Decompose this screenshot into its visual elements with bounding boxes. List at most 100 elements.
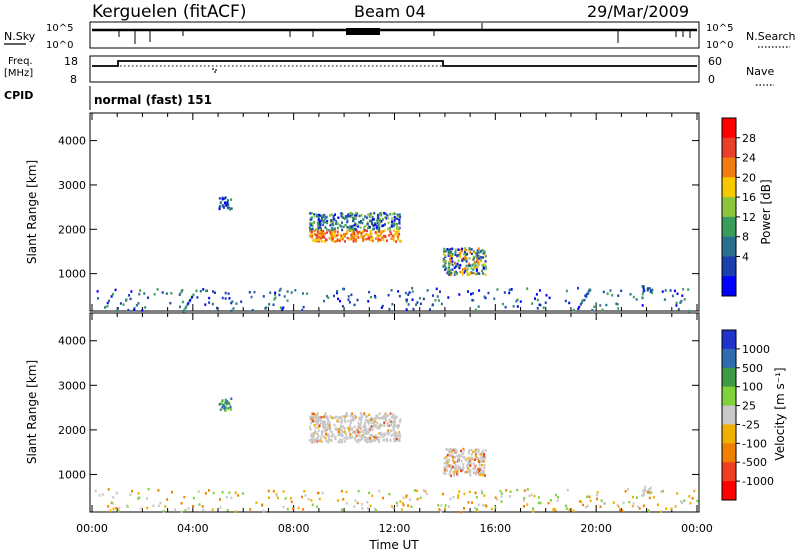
echo-cell <box>107 488 110 491</box>
echo-cell <box>444 254 447 257</box>
y-tick-label: 4000 <box>58 135 86 148</box>
echo-cell <box>475 464 478 467</box>
echo-cell <box>225 201 228 204</box>
echo-cell <box>454 270 457 274</box>
echo-cell <box>477 257 480 260</box>
echo-cell <box>455 450 458 453</box>
echo-cell <box>346 219 349 222</box>
colorbar-tick-label: 24 <box>742 152 756 165</box>
echo-cell <box>318 424 321 427</box>
echo-cell <box>282 306 285 309</box>
echo-cell <box>470 252 473 256</box>
echo-cell <box>262 295 265 298</box>
echo-cell <box>315 228 318 231</box>
colorbar-tick-label: 28 <box>742 132 756 145</box>
echo-cell <box>311 224 314 228</box>
echo-cell <box>316 416 319 420</box>
echo-cell <box>332 217 335 220</box>
echo-cell <box>227 199 230 202</box>
echo-cell <box>337 430 340 434</box>
echo-cell <box>192 496 195 500</box>
echo-cell <box>652 495 655 499</box>
echo-cell <box>221 399 224 402</box>
echo-cell <box>345 502 348 505</box>
echo-cell <box>340 419 343 422</box>
echo-cell <box>393 414 396 417</box>
echo-cell <box>478 289 481 292</box>
echo-cell <box>447 253 450 256</box>
freq-tick-bottom: 8 <box>70 73 77 86</box>
echo-cell <box>348 426 351 430</box>
echo-cell <box>578 305 581 309</box>
echo-cell <box>482 473 485 477</box>
echo-cell <box>461 247 464 251</box>
echo-cell <box>449 257 452 261</box>
echo-cell <box>322 215 325 218</box>
echo-cell <box>375 414 378 417</box>
echo-cell <box>385 239 388 242</box>
echo-cell <box>457 265 460 268</box>
echo-cell <box>380 211 383 215</box>
echo-cell <box>366 415 369 418</box>
echo-cell <box>390 237 393 240</box>
echo-cell <box>368 290 371 294</box>
echo-cell <box>391 237 394 240</box>
echo-cell <box>468 249 471 253</box>
echo-cell <box>354 432 357 435</box>
echo-cell <box>341 441 344 444</box>
echo-cell <box>130 290 133 293</box>
echo-cell <box>657 503 660 506</box>
echo-cell <box>301 308 304 312</box>
echo-cell <box>322 423 325 426</box>
echo-cell <box>140 507 143 510</box>
echo-cell <box>346 236 349 240</box>
echo-cell <box>98 494 101 497</box>
echo-cell <box>463 507 466 510</box>
echo-cell <box>659 510 662 514</box>
echo-cell <box>586 495 589 499</box>
echo-cell <box>331 228 334 231</box>
echo-cell <box>361 239 364 242</box>
echo-cell <box>419 302 422 306</box>
echo-cell <box>192 505 195 508</box>
echo-cell <box>448 264 451 268</box>
echo-cell <box>462 271 465 274</box>
echo-cell <box>629 293 632 296</box>
echo-cell <box>110 501 113 505</box>
echo-cell <box>647 491 650 494</box>
echo-cell <box>448 473 451 476</box>
echo-cell <box>399 500 402 503</box>
colorbar-swatch <box>722 386 736 407</box>
echo-cell <box>162 510 165 513</box>
echo-cell <box>334 436 337 439</box>
echo-cell <box>94 489 97 493</box>
echo-cell <box>221 204 224 207</box>
colorbar-swatch <box>722 443 736 463</box>
echo-cell <box>385 415 388 418</box>
echo-cell <box>346 214 349 217</box>
echo-cell <box>320 216 323 220</box>
echo-cell <box>310 417 313 421</box>
echo-cell <box>371 217 374 221</box>
echo-cell <box>487 291 490 295</box>
echo-cell <box>528 494 531 498</box>
echo-cell <box>351 231 354 235</box>
echo-cell <box>318 235 321 239</box>
echo-cell <box>554 509 557 512</box>
echo-cell <box>593 305 596 309</box>
echo-cell <box>675 304 678 307</box>
echo-cell <box>483 452 486 456</box>
echo-cell <box>332 215 335 218</box>
echo-cell <box>453 474 456 477</box>
echo-cell <box>441 492 444 496</box>
colorbar-swatch <box>722 137 736 159</box>
echo-cell <box>331 233 334 236</box>
echo-cell <box>317 426 320 429</box>
echo-cell <box>431 303 434 306</box>
echo-cell <box>682 288 685 291</box>
echo-cell <box>579 303 582 306</box>
echo-cell <box>364 426 367 429</box>
echo-cell <box>448 268 451 271</box>
echo-cell <box>470 248 473 251</box>
